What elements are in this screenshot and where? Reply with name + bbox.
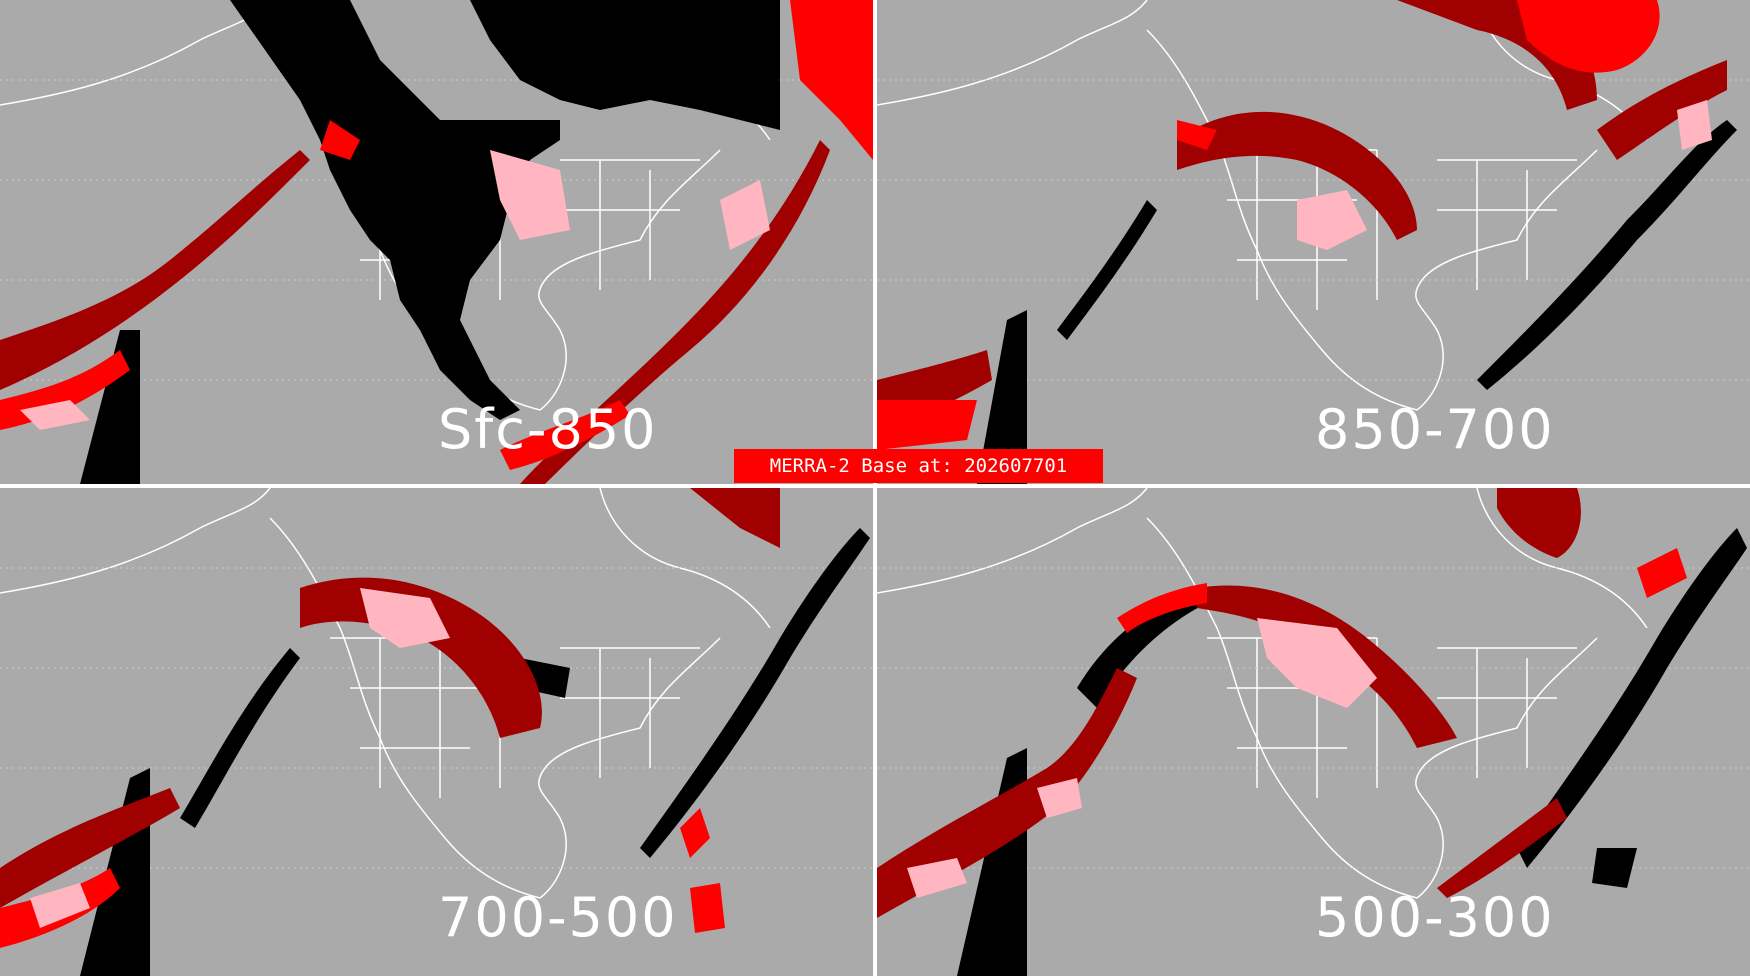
merra2-base-banner: MERRA-2 Base at: 202607701 bbox=[734, 449, 1103, 483]
map-canvas-500-300 bbox=[877, 488, 1750, 976]
map-panel-850-700: 850-700 bbox=[877, 0, 1750, 484]
dark-red-filaments bbox=[0, 488, 780, 908]
dark-red-filaments bbox=[0, 140, 830, 484]
pressure-layer-label: Sfc-850 bbox=[438, 398, 658, 461]
red-filaments bbox=[877, 0, 1660, 450]
pink-patches bbox=[907, 618, 1377, 898]
red-filaments bbox=[1117, 548, 1687, 633]
black-filaments bbox=[977, 120, 1737, 484]
pressure-layer-label: 700-500 bbox=[438, 886, 678, 949]
pink-patches bbox=[30, 588, 450, 928]
pink-patches bbox=[1297, 100, 1712, 250]
pressure-layer-label: 850-700 bbox=[1315, 398, 1555, 461]
dark-red-filaments bbox=[877, 488, 1581, 918]
map-canvas-700-500 bbox=[0, 488, 873, 976]
map-panel-700-500: 700-500 bbox=[0, 488, 873, 976]
map-panel-500-300: 500-300 bbox=[877, 488, 1750, 976]
map-canvas-sfc-850 bbox=[0, 0, 873, 484]
pink-patches bbox=[20, 150, 770, 430]
pressure-layer-label: 500-300 bbox=[1315, 886, 1555, 949]
map-panel-sfc-850: Sfc-850 bbox=[0, 0, 873, 484]
map-canvas-850-700 bbox=[877, 0, 1750, 484]
